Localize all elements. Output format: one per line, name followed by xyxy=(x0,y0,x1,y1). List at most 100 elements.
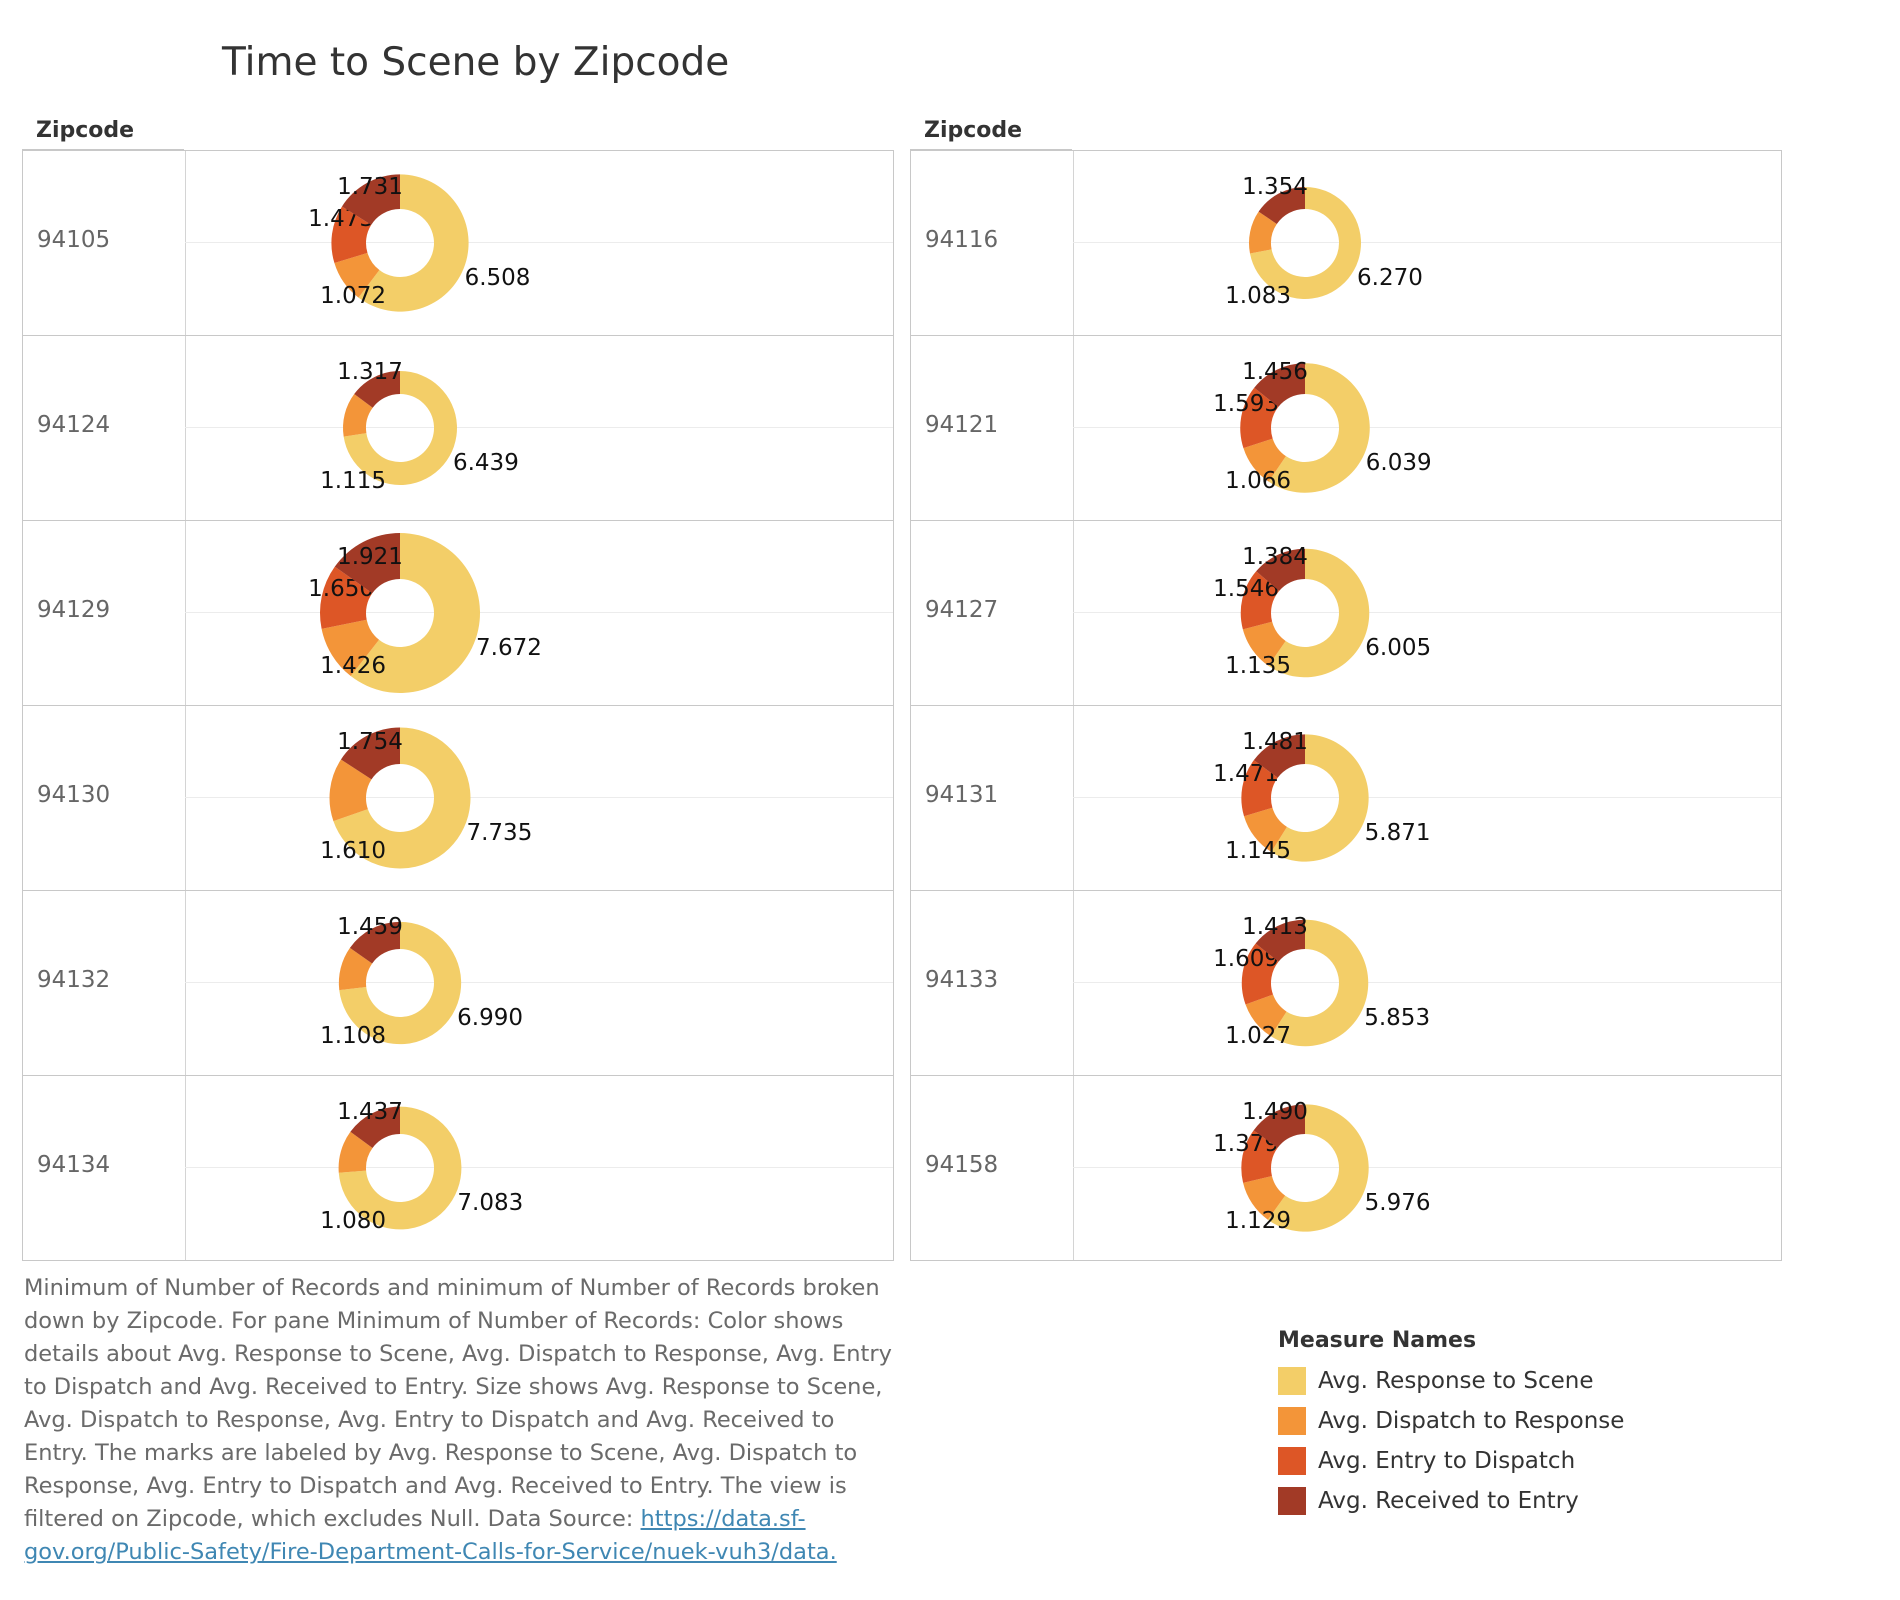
donut-slice[interactable] xyxy=(338,1106,462,1230)
slice-value-label: 7.672 xyxy=(476,635,542,661)
donut-slice[interactable] xyxy=(319,566,373,629)
donut-chart: 7.735 1.610 1.754 xyxy=(320,727,532,869)
zipcode-row: 94131 5.871 1.145 1.471 1.481 xyxy=(911,705,1781,890)
column-header-label: Zipcode xyxy=(36,118,135,143)
legend-swatch xyxy=(1278,1367,1306,1395)
zipcode-row: 94124 6.439 1.115 1.317 xyxy=(23,335,893,520)
donut-slice[interactable] xyxy=(358,174,469,312)
donut-slice[interactable] xyxy=(331,206,372,264)
donut-slice[interactable] xyxy=(343,394,373,437)
column-separator xyxy=(185,891,186,1075)
donut-slice[interactable] xyxy=(1241,760,1278,817)
donut-slice[interactable] xyxy=(1245,994,1287,1037)
donut-slice[interactable] xyxy=(350,1106,400,1148)
donut-slice[interactable] xyxy=(1256,548,1305,591)
slice-value-label: 6.039 xyxy=(1366,450,1432,476)
donut-slice[interactable] xyxy=(1253,734,1305,778)
zipcode-row: 94134 7.083 1.080 1.437 xyxy=(23,1075,893,1260)
panel-rows: 94116 6.270 1.083 1.354 94121 6.039 1.066 1.593… xyxy=(910,150,1782,1261)
zipcode-row: 94105 6.508 1.072 1.473 1.731 xyxy=(23,151,893,335)
legend-item[interactable]: Avg. Dispatch to Response xyxy=(1278,1401,1624,1441)
donut-slice[interactable] xyxy=(1243,1175,1286,1220)
column-header: Zipcode xyxy=(22,112,894,150)
legend-label: Avg. Entry to Dispatch xyxy=(1318,1448,1576,1474)
donut-slice[interactable] xyxy=(1254,363,1305,407)
slice-value-label: 1.115 xyxy=(320,468,386,494)
slice-value-label: 1.354 xyxy=(1242,174,1308,200)
donut-slice[interactable] xyxy=(338,1131,373,1173)
zipcode-label: 94124 xyxy=(37,412,111,438)
donut-slice[interactable] xyxy=(354,371,400,408)
zipcode-row: 94133 5.853 1.027 1.609 1.413 xyxy=(911,890,1781,1075)
column-separator xyxy=(1073,1076,1074,1260)
donut-slice[interactable] xyxy=(1268,548,1370,678)
donut-chart: 7.083 1.080 1.437 xyxy=(320,1099,523,1234)
donut-slice[interactable] xyxy=(1241,943,1279,1005)
donut-slice[interactable] xyxy=(350,533,480,693)
donut-slice[interactable] xyxy=(349,921,400,964)
donut-slice[interactable] xyxy=(333,727,471,869)
zipcode-label: 94130 xyxy=(37,782,111,808)
caption-note: Minimum of Number of Records and minimum… xyxy=(24,1272,904,1569)
data-source-link[interactable]: https://data.sf-gov.org/Public-Safety/Fi… xyxy=(24,1506,837,1565)
slice-value-label: 1.481 xyxy=(1242,729,1308,755)
slice-value-label: 1.135 xyxy=(1225,653,1291,679)
slice-value-label: 6.270 xyxy=(1357,265,1423,291)
slice-value-label: 7.735 xyxy=(466,820,532,846)
zipcode-label: 94105 xyxy=(37,227,111,253)
zipcode-label: 94134 xyxy=(37,1152,111,1178)
panel-right: Zipcode 94116 6.270 1.083 1.354 94121 6.039 1.… xyxy=(910,112,1782,1261)
donut-slice[interactable] xyxy=(1242,621,1286,666)
donut-slice[interactable] xyxy=(1244,807,1287,852)
donut-slice[interactable] xyxy=(329,759,372,822)
legend-item[interactable]: Avg. Response to Scene xyxy=(1278,1361,1624,1401)
zipcode-label: 94129 xyxy=(37,597,111,623)
slice-value-label: 5.976 xyxy=(1365,1190,1431,1216)
donut-slice[interactable] xyxy=(341,174,400,225)
donut-slice[interactable] xyxy=(1241,1130,1278,1183)
row-gridline xyxy=(1073,612,1781,613)
donut-slice[interactable] xyxy=(339,921,462,1045)
donut-slice[interactable] xyxy=(1249,187,1361,299)
legend-swatch xyxy=(1278,1447,1306,1475)
slice-value-label: 1.072 xyxy=(320,283,386,309)
column-separator xyxy=(1073,336,1074,520)
zipcode-row: 94132 6.990 1.108 1.459 xyxy=(23,890,893,1075)
zipcode-label: 94158 xyxy=(925,1152,999,1178)
zipcode-row: 94116 6.270 1.083 1.354 xyxy=(911,151,1781,335)
donut-slice[interactable] xyxy=(1240,387,1279,449)
slice-value-label: 1.413 xyxy=(1242,914,1308,940)
donut-slice[interactable] xyxy=(1258,187,1305,224)
zipcode-row: 94158 5.976 1.129 1.379 1.490 xyxy=(911,1075,1781,1260)
donut-slice[interactable] xyxy=(1268,363,1370,493)
slice-value-label: 1.426 xyxy=(320,653,386,679)
donut-slice[interactable] xyxy=(1270,919,1369,1047)
donut-slice[interactable] xyxy=(321,619,380,677)
row-gridline xyxy=(1073,242,1781,243)
donut-slice[interactable] xyxy=(343,371,457,485)
row-gridline xyxy=(185,612,893,613)
donut-slice[interactable] xyxy=(334,252,380,298)
legend-item[interactable]: Avg. Received to Entry xyxy=(1278,1481,1624,1521)
donut-slice[interactable] xyxy=(340,727,400,780)
donut-slice[interactable] xyxy=(1267,1104,1369,1232)
donut-slice[interactable] xyxy=(1240,571,1280,630)
slice-value-label: 1.066 xyxy=(1225,468,1291,494)
slice-value-label: 6.508 xyxy=(465,265,531,291)
donut-slice[interactable] xyxy=(1255,919,1305,962)
donut-slice[interactable] xyxy=(1271,734,1369,862)
legend-item[interactable]: Avg. Entry to Dispatch xyxy=(1278,1441,1624,1481)
donut-slice[interactable] xyxy=(338,947,373,991)
slice-value-label: 6.439 xyxy=(453,450,519,476)
panel-rows: 94105 6.508 1.072 1.473 1.731 94124 6.439 1.115… xyxy=(22,150,894,1261)
donut-slice[interactable] xyxy=(1243,438,1286,482)
row-gridline xyxy=(1073,1167,1781,1168)
legend-swatch xyxy=(1278,1407,1306,1435)
slice-value-label: 5.871 xyxy=(1365,820,1431,846)
donut-slice[interactable] xyxy=(334,533,400,594)
column-separator xyxy=(1073,891,1074,1075)
donut-slice[interactable] xyxy=(1253,1104,1305,1148)
donut-slice[interactable] xyxy=(1249,211,1277,254)
